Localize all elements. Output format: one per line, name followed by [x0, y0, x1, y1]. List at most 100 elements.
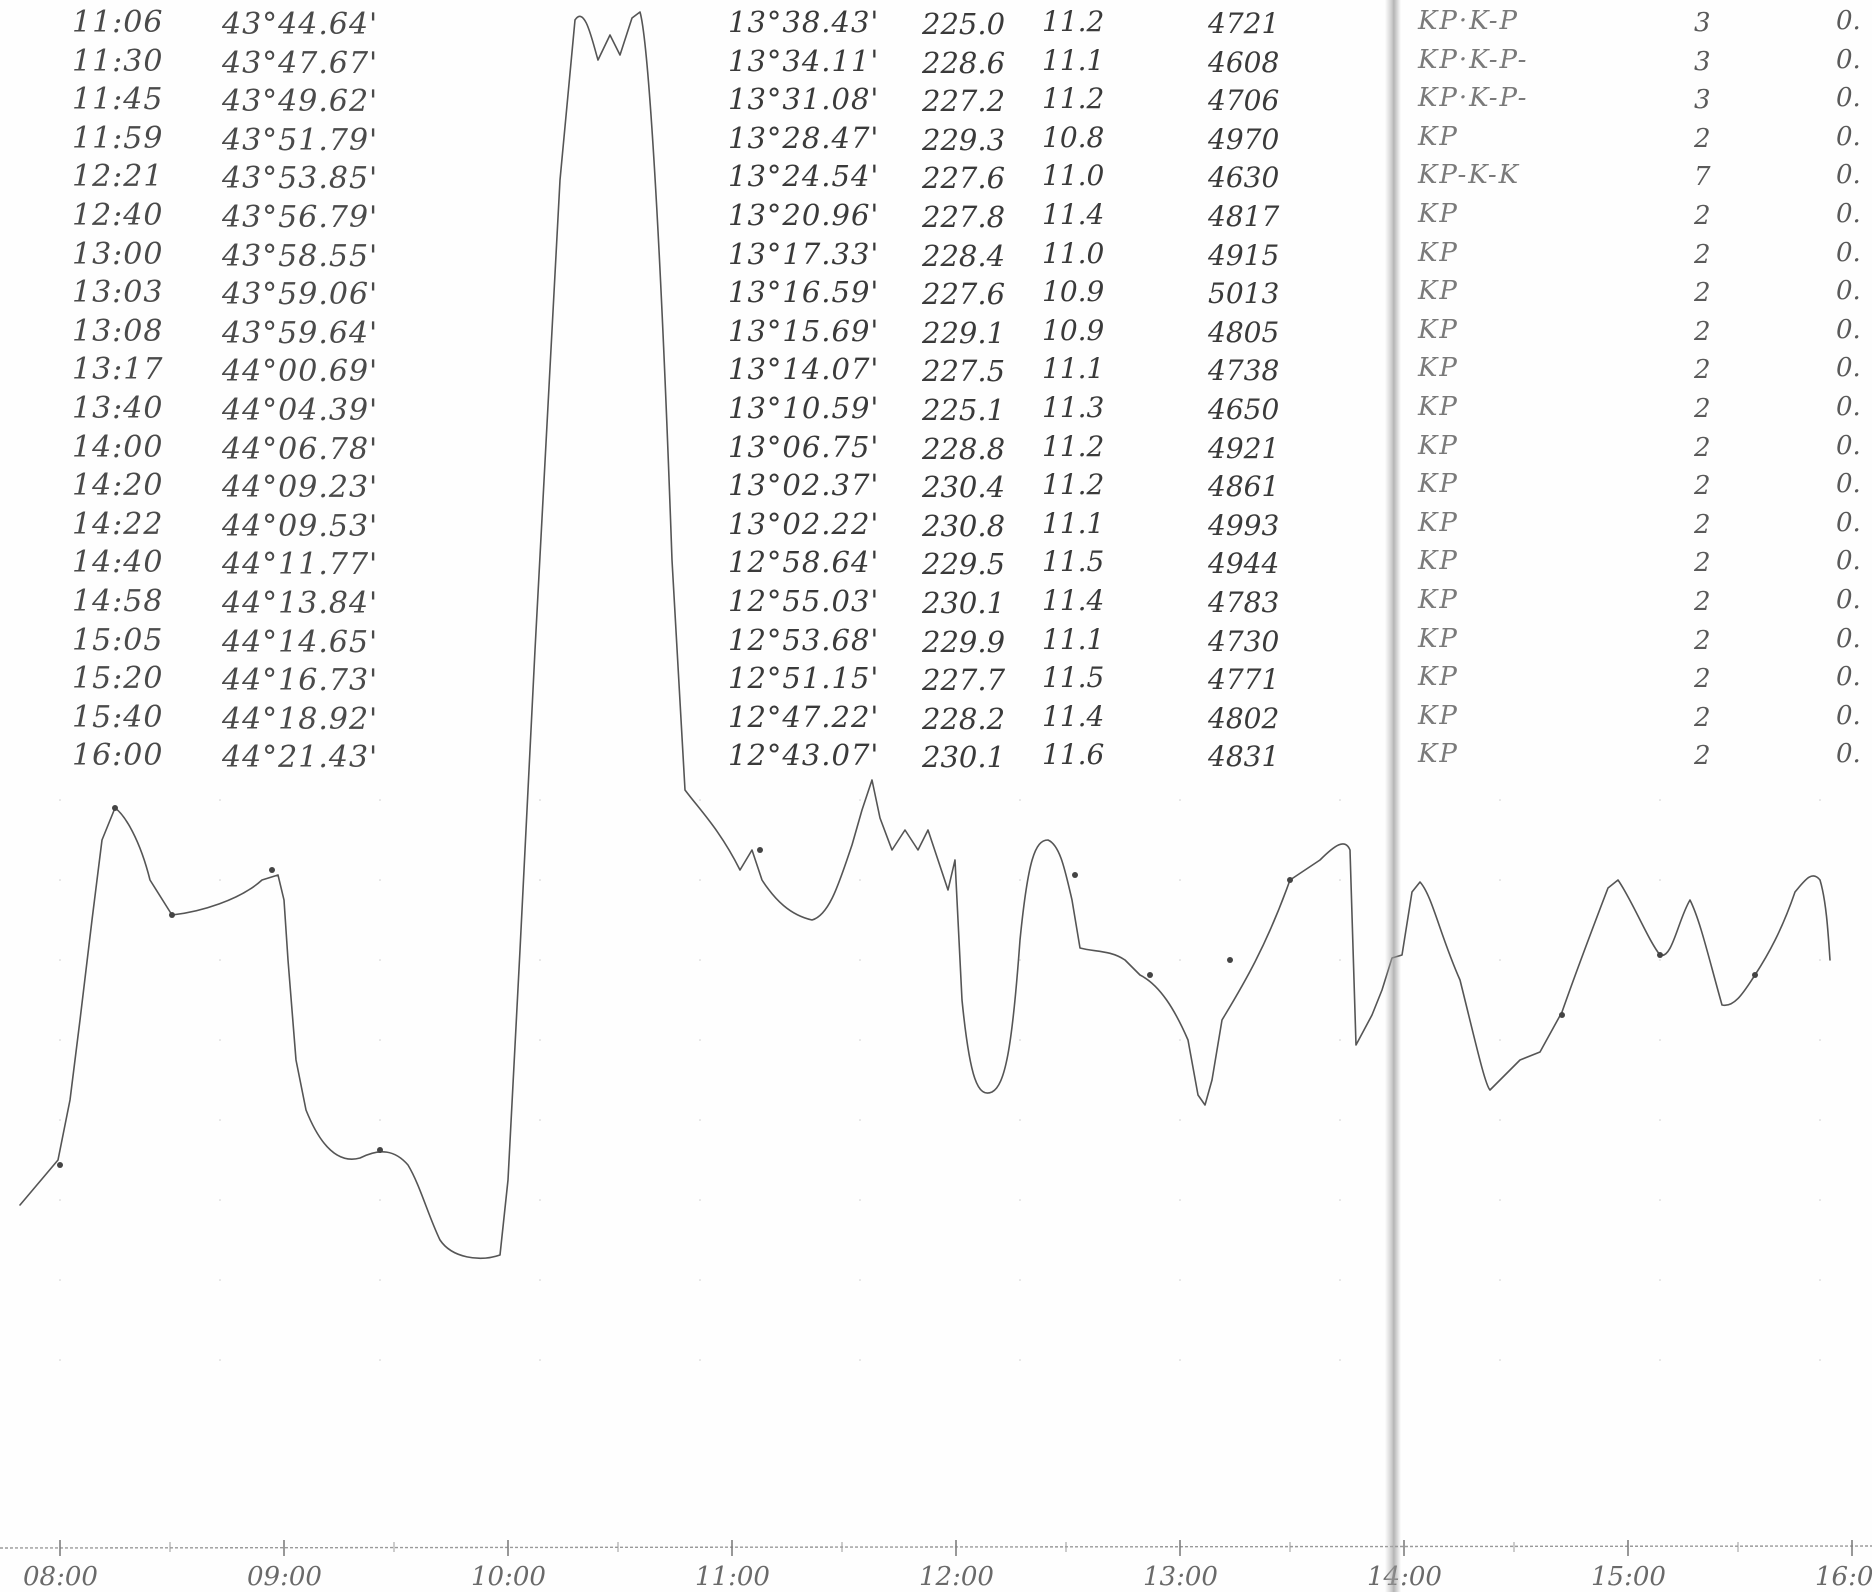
grid-dot: [1179, 799, 1181, 801]
log-heading: 230.1: [922, 740, 1006, 775]
log-longitude: 13°16.59': [728, 275, 880, 310]
log-time: 13:40: [72, 391, 164, 426]
log-count: 3: [1694, 46, 1711, 77]
log-heading: 228.4: [922, 238, 1006, 273]
grid-dot: [1339, 1279, 1341, 1281]
log-longitude: 13°24.54': [728, 159, 880, 194]
log-longitude: 13°17.33': [728, 236, 880, 271]
log-heading: 230.1: [922, 586, 1006, 620]
log-longitude: 13°31.08': [728, 82, 880, 117]
log-altitude: 4805: [1208, 315, 1280, 349]
grid-dot: [1819, 1279, 1821, 1281]
x-tick-label: 16:00: [1815, 1562, 1872, 1592]
log-last-column: 0.: [1836, 353, 1861, 384]
grid-dot: [1659, 1199, 1661, 1201]
log-code: KP: [1418, 585, 1459, 615]
faint-grid: [59, 799, 1821, 1361]
log-latitude: 43°58.55': [222, 238, 379, 274]
grid-dot: [1819, 1119, 1821, 1121]
log-altitude: 4817: [1208, 200, 1280, 233]
chart-point: [1072, 872, 1078, 878]
grid-dot: [1499, 1119, 1501, 1121]
log-last-column: 0.: [1836, 6, 1861, 36]
grid-dot: [539, 1359, 541, 1361]
grid-dot: [379, 1359, 381, 1361]
log-longitude: 13°15.69': [728, 313, 880, 348]
grid-dot: [59, 1199, 61, 1201]
grid-dot: [1659, 1119, 1661, 1121]
log-last-column: 0.: [1836, 199, 1861, 229]
log-time: 15:20: [72, 661, 164, 697]
log-last-column: 0.: [1836, 469, 1861, 500]
log-time: 11:45: [72, 82, 164, 118]
chart-point: [757, 847, 763, 853]
grid-dot: [859, 1199, 861, 1201]
grid-dot: [219, 1359, 221, 1361]
grid-dot: [1659, 879, 1661, 881]
log-latitude: 43°47.67': [222, 45, 379, 81]
log-longitude: 12°53.68': [728, 622, 880, 657]
log-altitude: 4993: [1208, 508, 1280, 542]
log-code: KP·K-P-: [1418, 44, 1529, 75]
log-heading: 228.8: [922, 431, 1006, 466]
grid-dot: [1339, 799, 1341, 801]
log-time: 13:08: [72, 313, 164, 349]
log-time: 14:58: [72, 584, 164, 619]
log-heading: 225.1: [922, 393, 1006, 427]
grid-dot: [219, 1119, 221, 1121]
log-time: 13:03: [72, 275, 164, 311]
log-speed: 11.3: [1042, 391, 1105, 424]
grid-dot: [1019, 879, 1021, 881]
log-altitude: 4730: [1208, 624, 1280, 658]
chart-point: [1227, 957, 1233, 963]
grid-dot: [379, 959, 381, 961]
log-time: 15:05: [72, 622, 164, 658]
grid-dot: [1179, 879, 1181, 881]
log-latitude: 44°16.73': [222, 663, 379, 699]
log-last-column: 0.: [1836, 160, 1861, 191]
grid-dot: [699, 879, 701, 881]
log-speed: 11.1: [1042, 622, 1105, 656]
log-time: 15:40: [72, 699, 164, 735]
log-count: 2: [1694, 432, 1711, 463]
grid-dot: [859, 1119, 861, 1121]
grid-dot: [1179, 1039, 1181, 1041]
log-longitude: 13°34.11': [728, 43, 880, 78]
log-count: 2: [1694, 123, 1711, 154]
log-count: 2: [1694, 394, 1711, 424]
log-altitude: 4831: [1208, 740, 1280, 774]
chart-point: [1559, 1012, 1565, 1018]
log-latitude: 44°18.92': [222, 701, 379, 737]
log-time: 11:59: [72, 120, 164, 156]
log-heading: 229.5: [922, 547, 1006, 582]
log-last-column: 0.: [1836, 44, 1861, 75]
log-speed: 11.1: [1042, 43, 1105, 77]
log-altitude: 4861: [1208, 470, 1280, 504]
grid-dot: [699, 1359, 701, 1361]
x-axis: 08:00 09:00 10:00 11:00 12:00 13:00 14:00 15:00…: [0, 1540, 1872, 1592]
log-last-column: 0.: [1836, 585, 1861, 615]
log-heading: 230.8: [922, 508, 1006, 543]
grid-dot: [1499, 799, 1501, 801]
log-code: KP: [1418, 623, 1459, 654]
grid-dot: [1339, 1359, 1341, 1361]
log-last-column: 0.: [1836, 662, 1861, 693]
log-count: 2: [1694, 278, 1711, 309]
paper-fold-shadow: [1385, 0, 1401, 1592]
log-longitude: 12°47.22': [728, 699, 880, 734]
log-latitude: 43°51.79': [222, 122, 379, 158]
grid-dot: [59, 1279, 61, 1281]
chart-markers: [57, 805, 1758, 1168]
log-heading: 227.8: [922, 200, 1006, 234]
log-time: 13:17: [72, 352, 164, 388]
log-speed: 11.0: [1042, 236, 1105, 270]
log-count: 2: [1694, 625, 1711, 656]
log-latitude: 43°59.64': [222, 315, 379, 351]
chart-point: [1657, 952, 1663, 958]
grid-dot: [1499, 1199, 1501, 1201]
log-code: KP: [1418, 662, 1459, 693]
grid-dot: [1339, 879, 1341, 881]
log-count: 2: [1694, 741, 1711, 772]
grid-dot: [1819, 1039, 1821, 1041]
grid-dot: [219, 1199, 221, 1201]
